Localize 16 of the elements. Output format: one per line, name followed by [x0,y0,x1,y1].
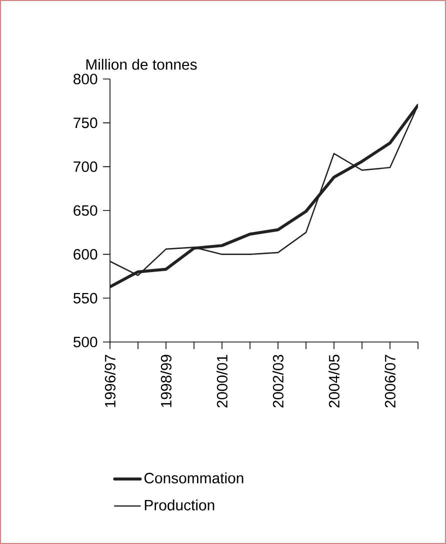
x-tick-label: 2000/01 [216,354,228,408]
y-tick-label: 700 [74,161,98,172]
x-tick-label: 2004/05 [328,354,340,408]
x-tick-label: 1996/97 [104,354,116,408]
y-axis-title: Million de tonnes [86,58,197,70]
y-tick-label: 750 [74,118,98,128]
x-tick-label: 2002/03 [272,354,284,408]
legend-label: Consommation [144,472,244,484]
y-tick-label: 550 [73,292,98,304]
y-tick-label: 650 [74,205,98,216]
y-tick-label: 600 [74,249,98,260]
y-tick-label: 800 [74,74,98,84]
legend-label: Production [144,499,214,510]
x-tick-label: 2006/07 [384,354,396,408]
y-tick-label: 500 [73,336,98,348]
x-tick-label: 1998/99 [160,354,172,408]
